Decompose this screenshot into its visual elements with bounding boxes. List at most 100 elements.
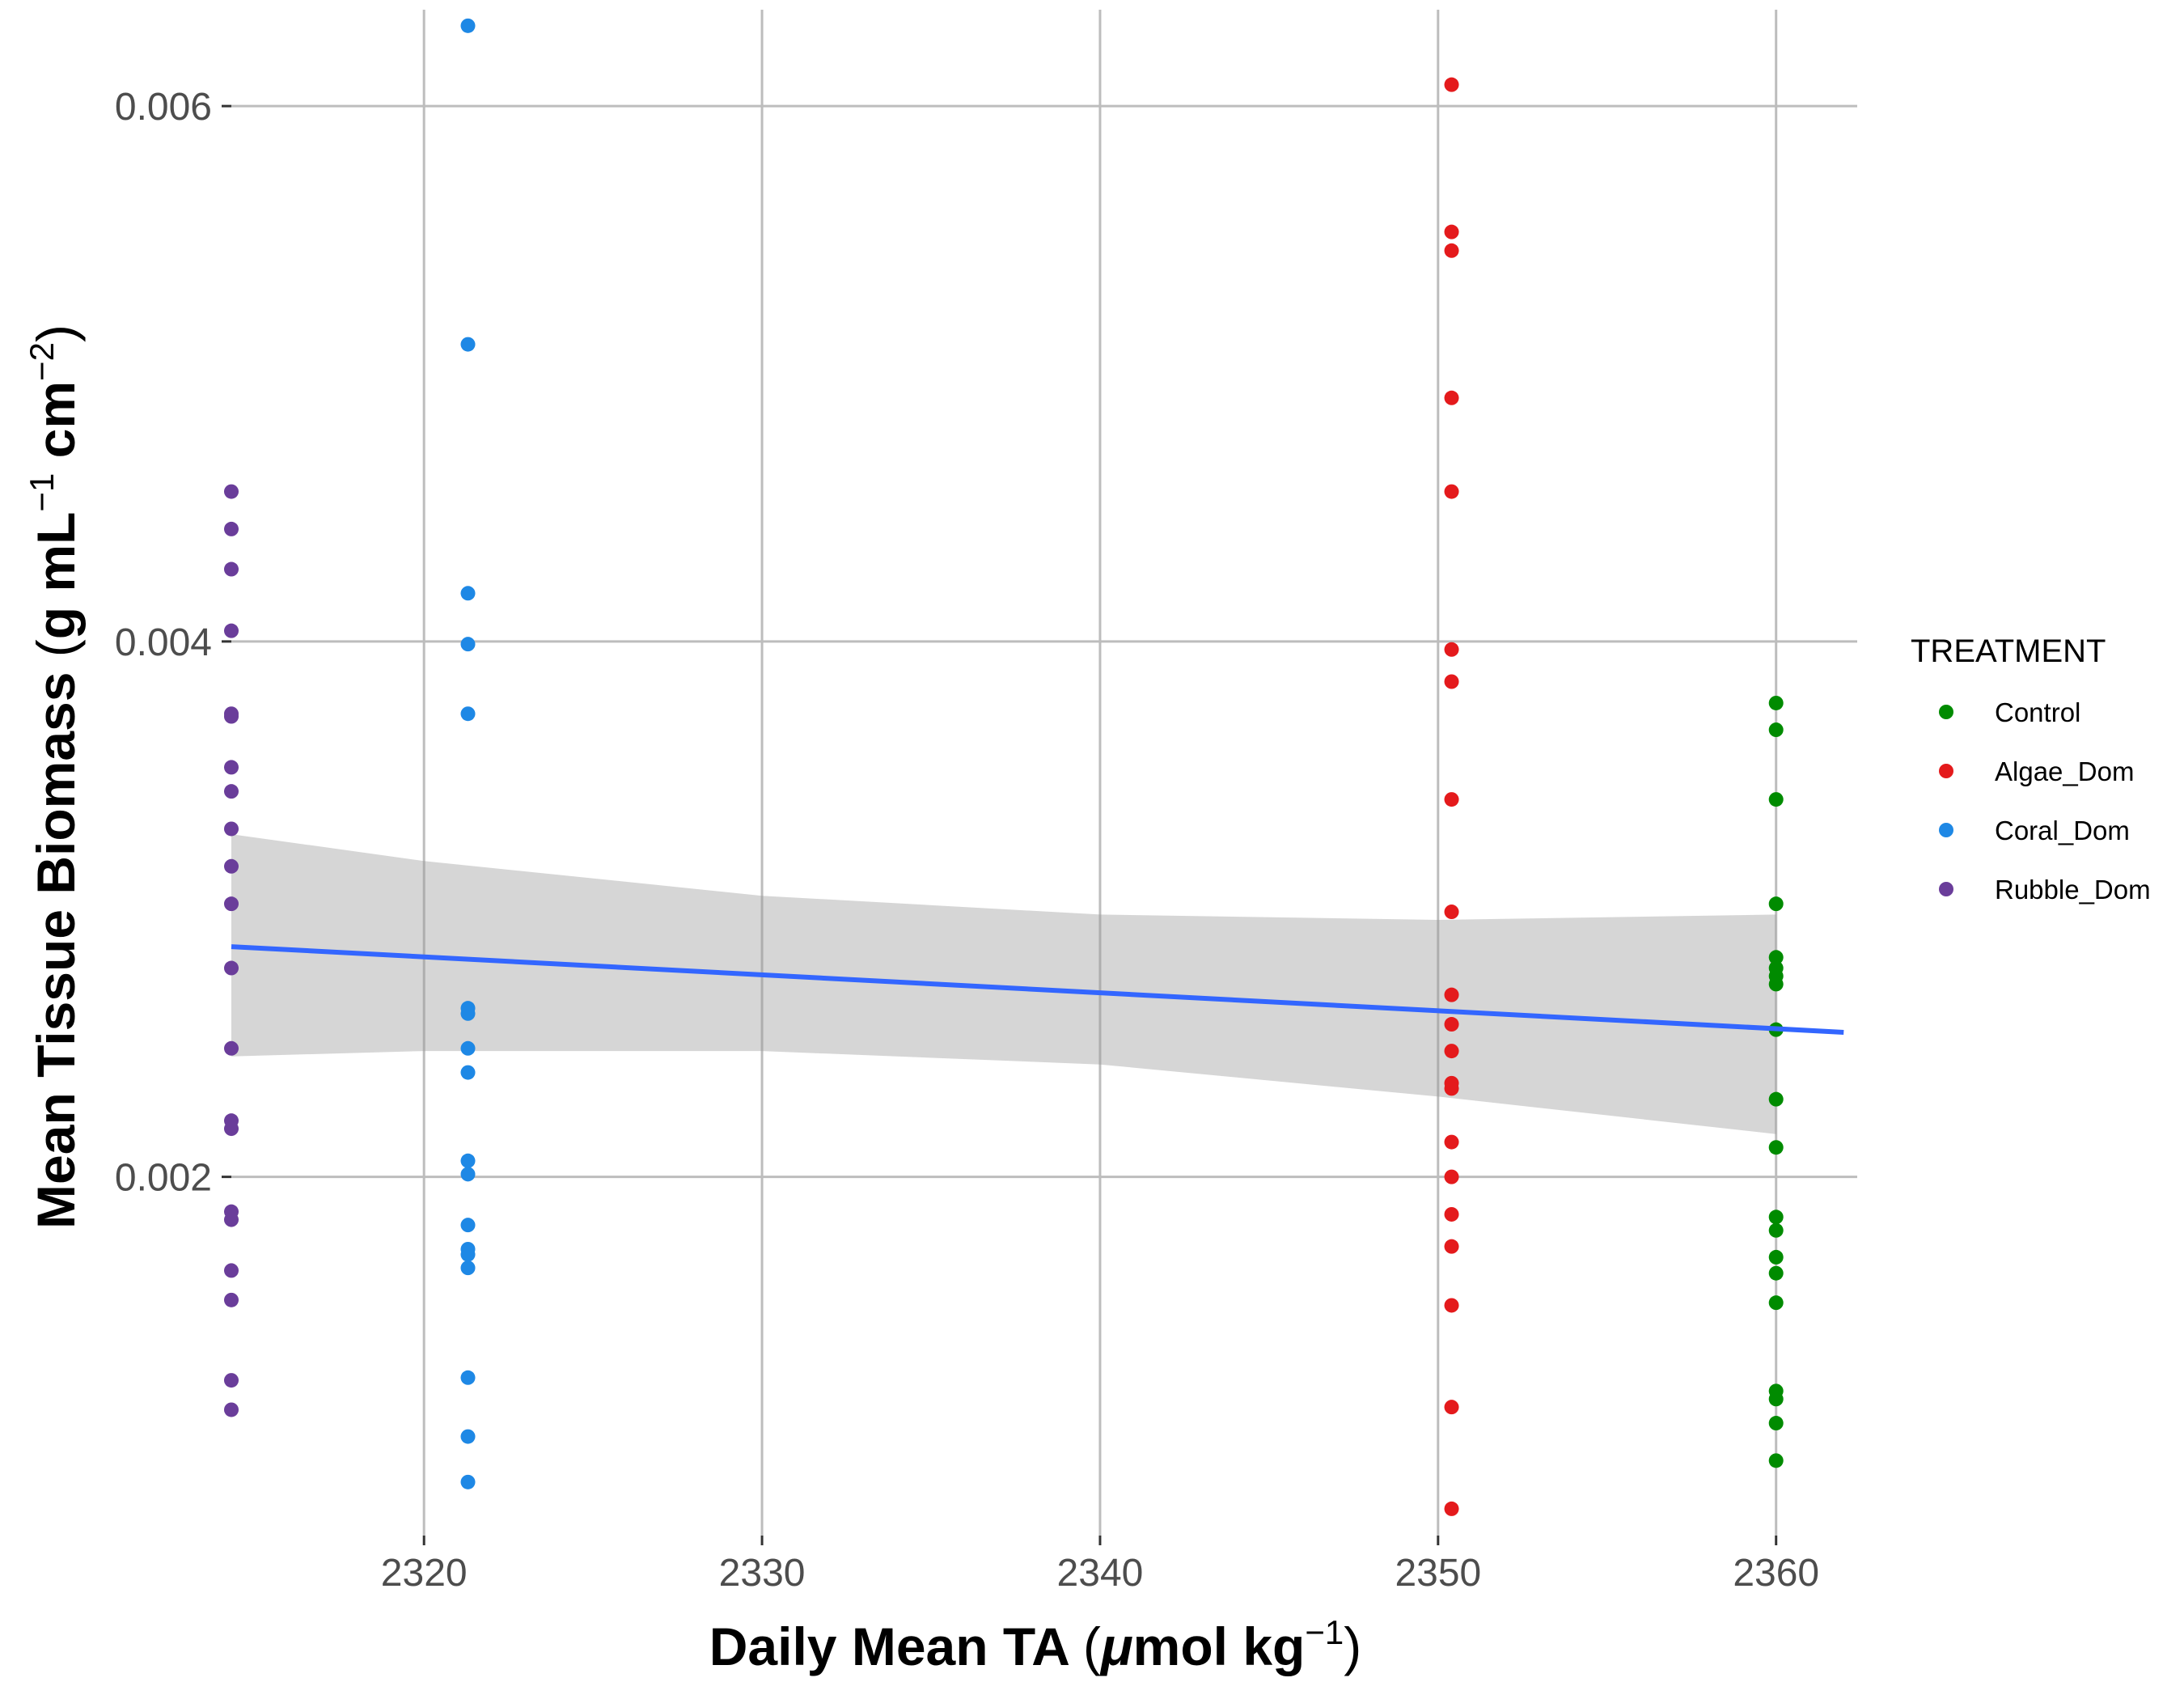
data-point bbox=[224, 1263, 239, 1278]
data-point bbox=[1768, 695, 1784, 710]
data-point bbox=[460, 1153, 476, 1168]
data-point bbox=[460, 337, 476, 352]
data-point bbox=[1444, 77, 1459, 92]
data-point bbox=[1444, 674, 1459, 689]
data-point bbox=[1768, 1295, 1784, 1311]
data-point bbox=[1768, 1222, 1784, 1238]
data-point bbox=[224, 760, 239, 775]
data-point bbox=[224, 709, 239, 724]
x-tick-label: 2350 bbox=[1395, 1552, 1481, 1595]
legend-label: Control bbox=[1995, 697, 2080, 727]
data-point bbox=[224, 484, 239, 499]
data-point bbox=[1768, 977, 1784, 992]
data-point bbox=[1768, 1249, 1784, 1265]
data-point bbox=[224, 1212, 239, 1227]
data-point bbox=[460, 586, 476, 601]
legend-title: TREATMENT bbox=[1911, 633, 2106, 669]
trend-line-layer bbox=[231, 944, 1844, 1035]
legend-item-control: Control bbox=[1939, 697, 2080, 727]
trend-line bbox=[231, 944, 1844, 1035]
data-point bbox=[460, 1370, 476, 1385]
legend-item-algae-dom: Algae_Dom bbox=[1939, 756, 2134, 786]
data-point bbox=[1768, 1091, 1784, 1107]
data-point bbox=[1768, 1453, 1784, 1468]
grid bbox=[231, 10, 1857, 1536]
series-coral-dom bbox=[460, 18, 476, 1489]
data-point bbox=[224, 561, 239, 577]
data-point bbox=[460, 706, 476, 722]
data-point bbox=[460, 18, 476, 33]
legend-key bbox=[1939, 882, 1953, 896]
data-point bbox=[460, 1247, 476, 1262]
data-point bbox=[1444, 243, 1459, 258]
data-point bbox=[1768, 896, 1784, 912]
data-point bbox=[224, 896, 239, 912]
data-point bbox=[1768, 792, 1784, 807]
data-point bbox=[460, 637, 476, 652]
legend-key bbox=[1939, 705, 1953, 719]
data-point bbox=[1444, 484, 1459, 499]
data-point bbox=[1444, 390, 1459, 405]
data-point bbox=[1444, 905, 1459, 920]
data-point bbox=[1444, 1169, 1459, 1184]
data-point bbox=[224, 1292, 239, 1307]
series-control bbox=[1768, 695, 1784, 1468]
data-point bbox=[224, 521, 239, 536]
data-point bbox=[224, 821, 239, 837]
data-point bbox=[224, 960, 239, 976]
data-point bbox=[224, 1373, 239, 1388]
data-point bbox=[224, 1402, 239, 1417]
data-point bbox=[1444, 1017, 1459, 1032]
legend-item-rubble-dom: Rubble_Dom bbox=[1939, 875, 2151, 905]
legend-label: Coral_Dom bbox=[1995, 816, 2130, 845]
data-point bbox=[224, 1040, 239, 1056]
data-point bbox=[224, 623, 239, 638]
data-point bbox=[1768, 1416, 1784, 1431]
legend-item-coral-dom: Coral_Dom bbox=[1939, 816, 2130, 845]
data-point bbox=[1444, 1081, 1459, 1096]
y-tick-label: 0.002 bbox=[115, 1157, 212, 1200]
data-point bbox=[1444, 642, 1459, 657]
x-tick-label: 2330 bbox=[719, 1552, 806, 1595]
x-axis-title: Daily Mean TA (μmol kg−1) bbox=[709, 1613, 1361, 1676]
data-point bbox=[1444, 1501, 1459, 1516]
data-point bbox=[460, 1167, 476, 1182]
data-point bbox=[1444, 792, 1459, 807]
x-tick-label: 2320 bbox=[381, 1552, 468, 1595]
data-point bbox=[460, 1474, 476, 1489]
data-point bbox=[1444, 1239, 1459, 1254]
data-point bbox=[460, 1065, 476, 1080]
confidence-band bbox=[231, 834, 1776, 1134]
confidence-band-layer bbox=[231, 834, 1776, 1134]
data-point bbox=[224, 1121, 239, 1137]
data-point bbox=[460, 1429, 476, 1444]
data-point bbox=[1444, 1298, 1459, 1313]
data-point bbox=[460, 1040, 476, 1056]
data-point bbox=[1768, 950, 1784, 965]
data-point bbox=[460, 1218, 476, 1233]
series-rubble-dom bbox=[224, 484, 239, 1417]
legend: TREATMENT Control Algae_Dom Coral_Dom Rubbl… bbox=[1911, 633, 2151, 905]
data-point bbox=[224, 858, 239, 874]
data-point bbox=[224, 784, 239, 799]
y-tick-label: 0.004 bbox=[115, 621, 212, 664]
data-point bbox=[1768, 1265, 1784, 1281]
x-tick-label: 2360 bbox=[1733, 1552, 1819, 1595]
y-tick-label: 0.006 bbox=[115, 86, 212, 129]
y-axis-title: Mean Tissue Biomass (g mL−1 cm−2) bbox=[23, 324, 86, 1229]
legend-items: Control Algae_Dom Coral_Dom Rubble_Dom bbox=[1939, 697, 2151, 905]
data-point bbox=[1768, 722, 1784, 738]
data-point bbox=[1444, 1044, 1459, 1059]
data-point bbox=[460, 1006, 476, 1021]
legend-label: Rubble_Dom bbox=[1995, 875, 2151, 905]
data-point bbox=[1444, 1206, 1459, 1222]
data-point bbox=[1444, 224, 1459, 239]
points-layer bbox=[224, 18, 1784, 1516]
legend-label: Algae_Dom bbox=[1995, 756, 2134, 786]
data-point bbox=[1444, 1400, 1459, 1415]
data-point bbox=[1768, 1392, 1784, 1407]
legend-key bbox=[1939, 764, 1953, 778]
data-point bbox=[1768, 1210, 1784, 1225]
